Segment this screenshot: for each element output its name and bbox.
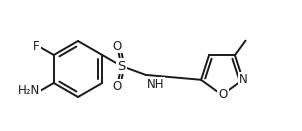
Text: F: F <box>33 40 40 53</box>
Text: O: O <box>113 80 122 92</box>
Text: H₂N: H₂N <box>18 84 40 97</box>
Text: NH: NH <box>147 78 164 91</box>
Text: S: S <box>117 59 126 72</box>
Text: O: O <box>113 40 122 53</box>
Text: N: N <box>239 73 247 86</box>
Text: O: O <box>218 89 228 102</box>
